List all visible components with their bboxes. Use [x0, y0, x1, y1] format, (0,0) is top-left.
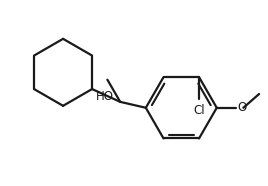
Text: Cl: Cl: [193, 104, 205, 117]
Text: O: O: [237, 101, 247, 114]
Text: HO: HO: [95, 89, 113, 102]
